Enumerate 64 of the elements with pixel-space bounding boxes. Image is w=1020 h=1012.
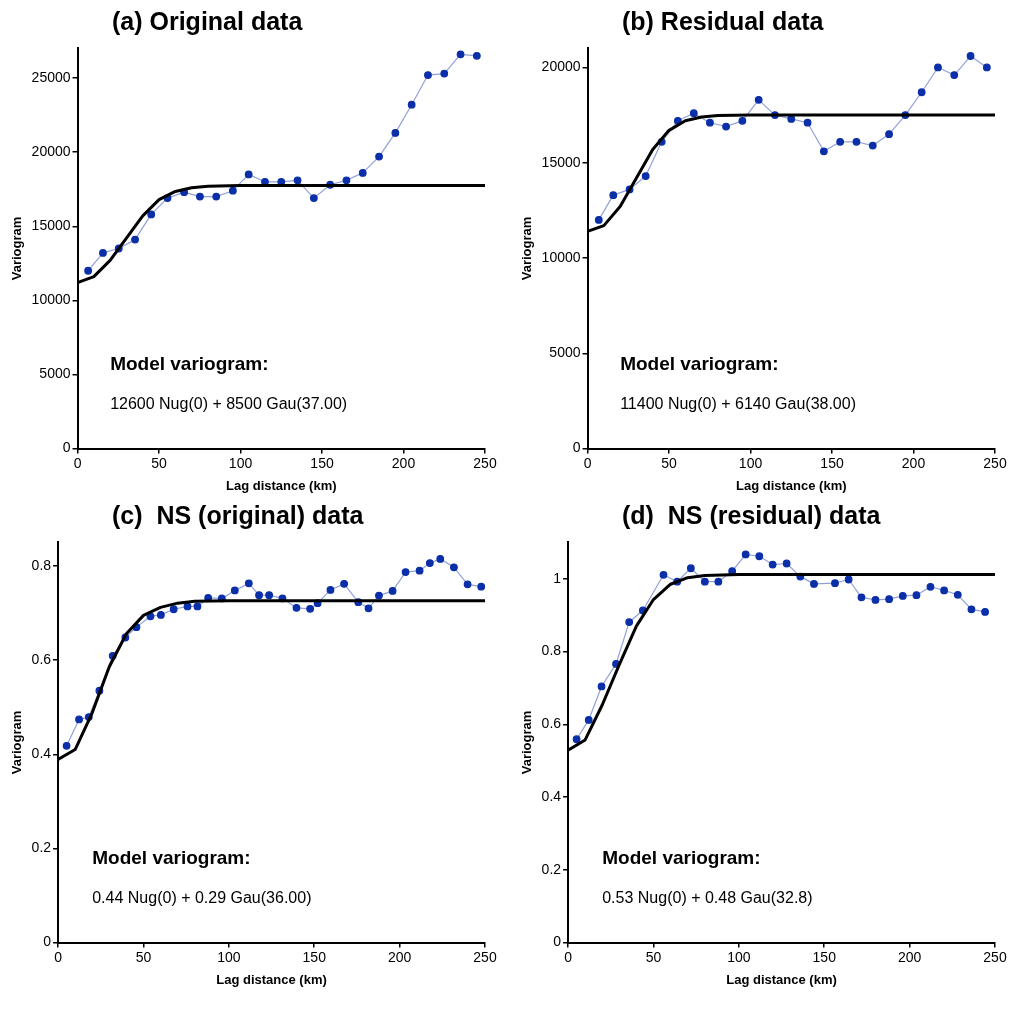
- x-tick-label: 200: [391, 454, 416, 471]
- y-tick-label: 5000: [549, 344, 581, 361]
- annotation: Model variogram:: [110, 352, 269, 374]
- y-tick-label: 0: [572, 439, 581, 456]
- x-tick-label: 100: [217, 948, 241, 965]
- x-tick-label: 250: [473, 454, 497, 471]
- x-tick-label: 150: [812, 948, 837, 965]
- x-tick-label: 50: [661, 454, 678, 471]
- x-axis-title: Lag distance (km): [216, 971, 327, 987]
- x-tick-label: 250: [983, 948, 1007, 965]
- annotation: 0.53 Nug(0) + 0.48 Gau(32.8): [602, 888, 813, 906]
- y-tick-label: 0: [43, 933, 52, 950]
- y-tick-label: 0.6: [541, 715, 562, 732]
- y-tick-label: 0.4: [31, 745, 52, 762]
- x-tick-label: 200: [897, 948, 922, 965]
- y-tick-label: 0.8: [541, 642, 562, 659]
- x-tick-label: 250: [473, 948, 497, 965]
- y-tick-label: 1: [553, 569, 562, 586]
- chart-title: (d) NS (residual) data: [621, 500, 882, 531]
- chart-title: (a) Original data: [111, 6, 304, 37]
- x-tick-label: 150: [302, 948, 327, 965]
- annotation: 12600 Nug(0) + 8500 Gau(37.00): [110, 394, 348, 412]
- y-tick-label: 10000: [541, 248, 581, 265]
- x-tick-label: 150: [310, 454, 334, 471]
- y-tick-label: 0: [62, 439, 71, 456]
- x-tick-label: 100: [228, 454, 253, 471]
- x-axis-title: Lag distance (km): [736, 477, 847, 493]
- y-tick-label: 0.8: [31, 556, 52, 573]
- y-tick-label: 20000: [541, 58, 581, 75]
- y-tick-label: 20000: [31, 143, 71, 160]
- y-tick-label: 0.2: [31, 839, 52, 856]
- annotation: Model variogram:: [620, 352, 779, 374]
- x-tick-label: 200: [387, 948, 412, 965]
- x-tick-label: 50: [151, 454, 168, 471]
- x-tick-label: 150: [820, 454, 844, 471]
- annotation: Model variogram:: [92, 846, 251, 868]
- y-tick-label: 0.2: [541, 860, 562, 877]
- chart-title: (c) NS (original) data: [111, 500, 365, 531]
- y-tick-label: 15000: [541, 153, 581, 170]
- annotation: 0.44 Nug(0) + 0.29 Gau(36.00): [92, 888, 312, 906]
- x-tick-label: 100: [738, 454, 763, 471]
- chart-title: (b) Residual data: [621, 6, 825, 37]
- y-axis-title: Variogram: [9, 710, 25, 775]
- y-tick-label: 25000: [31, 68, 71, 85]
- annotation: 11400 Nug(0) + 6140 Gau(38.00): [620, 394, 856, 412]
- x-tick-label: 200: [901, 454, 926, 471]
- y-tick-label: 15000: [31, 217, 71, 234]
- y-axis-title: Variogram: [519, 216, 535, 281]
- x-tick-label: 0: [73, 454, 82, 471]
- x-tick-label: 50: [135, 948, 152, 965]
- x-axis-title: Lag distance (km): [726, 971, 837, 987]
- y-tick-label: 10000: [31, 291, 71, 308]
- y-tick-label: 0: [553, 933, 562, 950]
- y-axis-title: Variogram: [9, 216, 25, 281]
- y-axis-title: Variogram: [519, 710, 535, 775]
- annotation: Model variogram:: [602, 846, 761, 868]
- x-tick-label: 0: [583, 454, 592, 471]
- y-tick-label: 0.6: [31, 650, 52, 667]
- y-tick-label: 0.4: [541, 787, 562, 804]
- x-tick-label: 250: [983, 454, 1007, 471]
- y-tick-label: 5000: [39, 365, 71, 382]
- x-axis-title: Lag distance (km): [226, 477, 337, 493]
- x-tick-label: 100: [727, 948, 751, 965]
- x-tick-label: 50: [645, 948, 662, 965]
